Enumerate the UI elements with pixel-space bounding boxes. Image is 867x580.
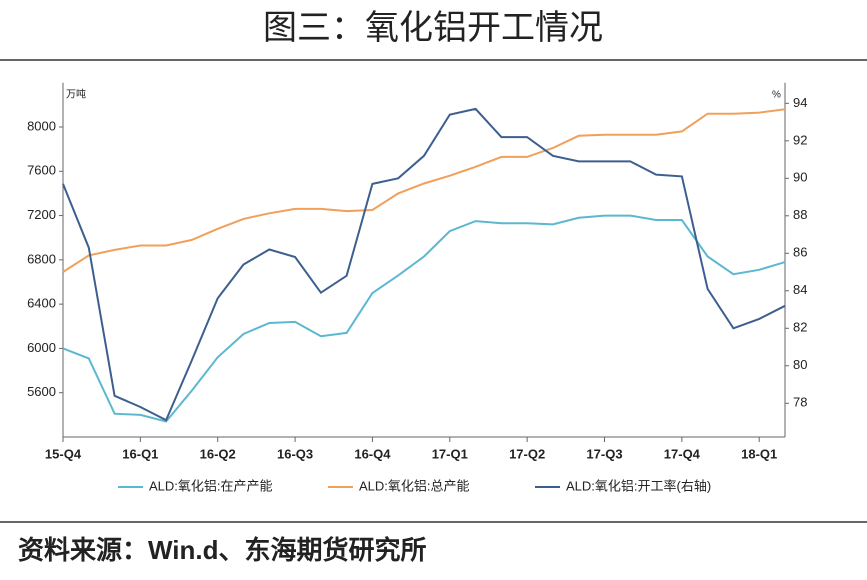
chart-title: 图三：氧化铝开工情况 <box>263 9 603 47</box>
x-tick-label: 16-Q4 <box>354 446 391 461</box>
x-tick-label: 16-Q3 <box>277 446 313 461</box>
series-line <box>62 108 786 273</box>
source: 资料来源：Win.d、东海期货研究所 <box>18 535 427 565</box>
y2-tick-label: 90 <box>793 170 807 185</box>
series-line <box>62 107 786 422</box>
y-tick-label: 6400 <box>27 296 56 311</box>
x-tick-label: 16-Q1 <box>122 446 158 461</box>
x-tick-label: 15-Q4 <box>45 446 82 461</box>
x-tick-label: 17-Q4 <box>664 446 701 461</box>
x-tick-label: 17-Q1 <box>432 446 468 461</box>
legend-label: ALD:氧化铝:开工率(右轴) <box>566 478 711 493</box>
y-tick-label: 8000 <box>27 118 56 133</box>
x-tick-label: 16-Q2 <box>200 446 236 461</box>
y2-tick-label: 80 <box>793 357 807 372</box>
x-tick-label: 18-Q1 <box>741 446 777 461</box>
x-tick-label: 17-Q2 <box>509 446 545 461</box>
y2-tick-label: 78 <box>793 395 807 410</box>
y-tick-label: 5600 <box>27 384 56 399</box>
legend-label: ALD:氧化铝:在产产能 <box>149 478 273 493</box>
y2-tick-label: 94 <box>793 95 807 110</box>
x-tick-label: 17-Q3 <box>586 446 622 461</box>
legend-label: ALD:氧化铝:总产能 <box>359 478 470 493</box>
y2-tick-label: 92 <box>793 132 807 147</box>
y-tick-label: 6800 <box>27 251 56 266</box>
y-unit: 万吨 <box>66 88 86 101</box>
y2-tick-label: 84 <box>793 282 807 297</box>
y2-tick-label: 82 <box>793 320 807 335</box>
y2-unit: % <box>772 90 781 101</box>
y-tick-label: 6000 <box>27 340 56 355</box>
series-line <box>62 214 786 423</box>
y2-tick-label: 86 <box>793 245 807 260</box>
y-tick-label: 7600 <box>27 163 56 178</box>
y2-tick-label: 88 <box>793 207 807 222</box>
y-tick-label: 7200 <box>27 207 56 222</box>
